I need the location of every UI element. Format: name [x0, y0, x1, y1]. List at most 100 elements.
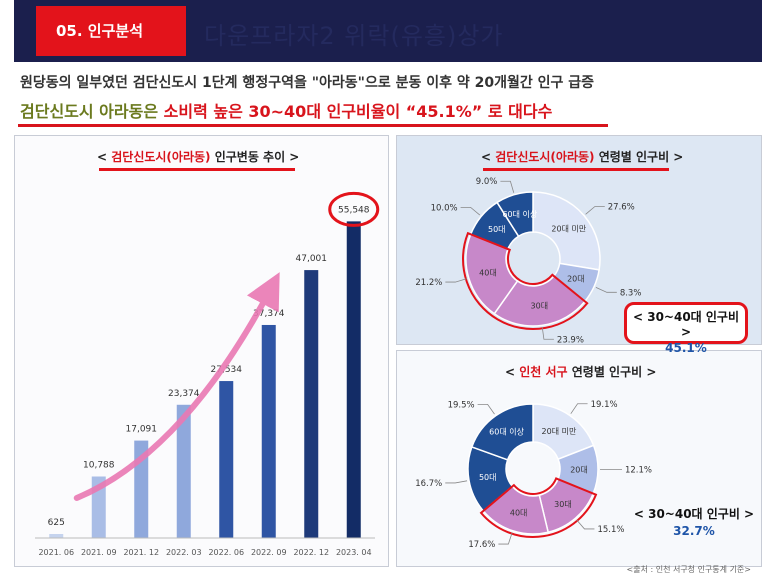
- population-trend-panel: < 검단신도시(아라동) 인구변동 추이 > 625 2021. 06 10,788…: [14, 135, 389, 567]
- slice-label-1: 20대: [570, 465, 588, 474]
- donut-slice-2: [493, 275, 586, 327]
- slice-label-1: 20대: [567, 274, 585, 283]
- leader-line-5: [500, 180, 515, 193]
- arado-3040-callout-value: 45.1%: [665, 341, 707, 355]
- leader-line-0: [570, 403, 588, 414]
- bar-value-label-5: 37,374: [253, 309, 285, 319]
- bar-chart: 625 2021. 06 10,788 2021. 09 17,091 2021. 12 2…: [35, 191, 380, 557]
- leader-line-1: [595, 287, 617, 293]
- seogu-3040-callout-title: < 30~40대 인구비 >: [633, 507, 755, 521]
- donut-slice-0: [532, 191, 601, 271]
- slice-label-0: 20대 미만: [551, 225, 586, 234]
- highlight-circle: [328, 191, 380, 227]
- leader-line-2: [541, 327, 554, 340]
- intro-line-2-lead: 검단신도시 아라동은: [20, 102, 159, 121]
- intro-line-2: 검단신도시 아라동은 소비력 높은 30~40대 인구비율이 “45.1%” 로…: [20, 98, 552, 122]
- x-tick-label-2: 2021. 12: [123, 548, 159, 557]
- leader-line-0: [585, 206, 605, 215]
- x-tick-label-4: 2022. 06: [208, 548, 244, 557]
- bar-chart-title-underline: [99, 168, 295, 171]
- leader-line-4: [460, 206, 481, 216]
- bar-value-label-2: 17,091: [126, 425, 158, 435]
- slice-label-0: 20대 미만: [542, 427, 577, 436]
- arado-age-panel: < 검단신도시(아라동) 연령별 인구비 > 20대 미만 20대 30대 40대 50…: [396, 135, 762, 345]
- arado-age-donut: 20대 미만 20대 30대 40대 50대 60대 이상 27.6% 8.3% 23.9% 21…: [415, 177, 642, 345]
- donut1-title-red: 검단신도시(아라동): [495, 150, 595, 164]
- section-tag: 05. 인구분석: [36, 6, 186, 56]
- donut-slice-5: [496, 191, 534, 238]
- slice-label-2: 30대: [531, 302, 549, 311]
- slice-label-5: 60대 이상: [502, 209, 537, 219]
- slice-label-3: 40대: [479, 268, 497, 277]
- highlight-band: [479, 477, 598, 538]
- bar-4: [219, 381, 234, 538]
- intro-underline: [18, 124, 608, 127]
- x-tick-label-5: 2022. 09: [251, 548, 287, 557]
- donut2-title-red: 인천 서구: [519, 365, 568, 379]
- trend-arrow: [73, 272, 280, 501]
- pct-label-4: 16.7%: [415, 479, 442, 489]
- highlight-band: [462, 231, 589, 330]
- slice-label-5: 60대 이상: [489, 426, 524, 436]
- leader-line-3: [498, 532, 513, 545]
- x-tick-label-6: 2022. 12: [293, 548, 329, 557]
- header-title: 다운프라자2 위락(유흥)상가: [204, 22, 504, 50]
- bar-6: [304, 270, 319, 538]
- x-tick-label-3: 2022. 03: [166, 548, 202, 557]
- x-tick-label-0: 2021. 06: [38, 548, 74, 557]
- pct-label-2: 15.1%: [597, 525, 624, 535]
- donut2-title-rest: 연령별 인구비 >: [567, 365, 657, 379]
- bar-chart-title-prefix: <: [97, 150, 112, 164]
- seogu-age-donut: 20대 미만 20대 30대 40대 50대 60대 이상 19.1% 12.1% 15.1% 1…: [415, 400, 652, 550]
- donut2-title: < 인천 서구 연령별 인구비 >: [505, 363, 656, 380]
- donut1-title: < 검단신도시(아라동) 연령별 인구비 >: [481, 148, 683, 165]
- intro-line-2-highlight: 소비력 높은 30~40대 인구비율이 “45.1%” 로 대다수: [163, 102, 553, 121]
- leader-line-3: [445, 278, 467, 283]
- donut2-title-prefix: <: [505, 365, 520, 379]
- bar-value-label-4: 27,534: [211, 365, 243, 375]
- leader-line-4: [445, 480, 468, 484]
- intro-line-1: 원당동의 일부였던 검단신도시 1단계 행정구역을 "아라동"으로 분동 이후 …: [20, 75, 594, 91]
- pct-label-4: 10.0%: [431, 203, 458, 213]
- bar-3: [176, 404, 191, 538]
- donut1-title-rest: 연령별 인구비 >: [594, 150, 684, 164]
- slice-label-3: 40대: [510, 509, 528, 518]
- bar-chart-title-red: 검단신도시(아라동): [111, 150, 211, 164]
- arado-3040-callout: < 30~40대 인구비 > 45.1%: [624, 302, 748, 355]
- arado-3040-callout-title: < 30~40대 인구비 >: [632, 310, 740, 339]
- bar-5: [261, 324, 276, 538]
- pct-label-2: 23.9%: [557, 335, 584, 345]
- header-band: 05. 인구분석 다운프라자2 위락(유흥)상가: [14, 0, 762, 62]
- pct-label-0: 19.1%: [591, 400, 618, 410]
- pct-label-1: 8.3%: [620, 288, 642, 298]
- bar-chart-title-rest: 인구변동 추이 >: [210, 150, 300, 164]
- bar-chart-title: < 검단신도시(아라동) 인구변동 추이 >: [97, 148, 299, 165]
- slice-label-2: 30대: [554, 500, 572, 509]
- leader-line-5: [477, 403, 495, 415]
- slice-label-4: 50대: [479, 473, 497, 482]
- bar-value-label-7: 55,548: [338, 205, 370, 215]
- x-tick-label-7: 2023. 04: [336, 548, 372, 557]
- slice-label-4: 50대: [488, 225, 506, 234]
- leader-line-2: [576, 519, 595, 530]
- seogu-3040-callout-value: 32.7%: [673, 524, 715, 538]
- donut1-title-underline: [483, 168, 669, 171]
- seogu-3040-callout: < 30~40대 인구비 > 32.7%: [632, 505, 756, 541]
- pct-label-0: 27.6%: [608, 203, 635, 213]
- donut1-title-prefix: <: [481, 150, 496, 164]
- bar-value-label-0: 625: [48, 518, 65, 528]
- bar-value-label-6: 47,001: [296, 254, 328, 264]
- pct-label-3: 17.6%: [468, 540, 495, 550]
- x-tick-label-1: 2021. 09: [81, 548, 117, 557]
- pct-label-5: 9.0%: [476, 177, 498, 187]
- pct-label-1: 12.1%: [625, 466, 652, 476]
- donut-slice-5: [470, 403, 534, 461]
- donut-slice-3: [465, 233, 519, 315]
- pct-label-5: 19.5%: [448, 400, 475, 410]
- bar-0: [49, 534, 64, 538]
- bar-value-label-1: 10,788: [83, 461, 115, 471]
- bar-7: [346, 221, 361, 538]
- bar-value-label-3: 23,374: [168, 389, 200, 399]
- pct-label-3: 21.2%: [415, 278, 442, 288]
- seogu-age-panel: < 인천 서구 연령별 인구비 > 20대 미만 20대 30대 40대 50대 60대 …: [396, 350, 762, 567]
